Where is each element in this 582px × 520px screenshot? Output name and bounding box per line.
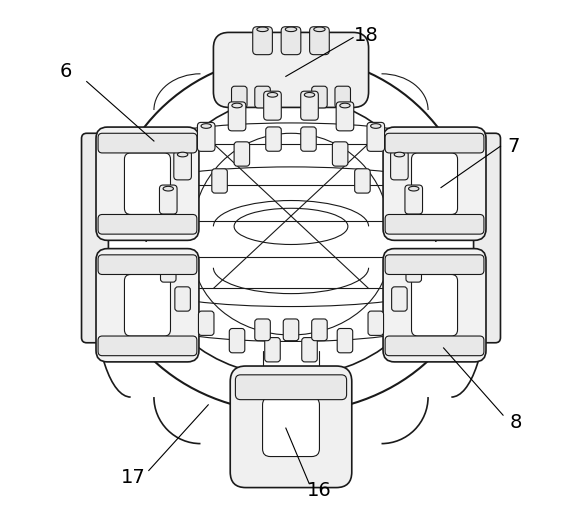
FancyBboxPatch shape	[354, 169, 370, 193]
Text: 17: 17	[121, 467, 146, 487]
FancyBboxPatch shape	[335, 86, 350, 108]
FancyBboxPatch shape	[234, 142, 250, 166]
FancyBboxPatch shape	[212, 169, 228, 193]
FancyBboxPatch shape	[98, 214, 197, 234]
FancyBboxPatch shape	[312, 86, 327, 108]
Ellipse shape	[178, 152, 188, 157]
Text: 16: 16	[307, 480, 332, 500]
Text: 8: 8	[510, 413, 522, 433]
FancyBboxPatch shape	[392, 287, 407, 311]
FancyBboxPatch shape	[255, 319, 270, 341]
FancyBboxPatch shape	[265, 337, 281, 362]
FancyBboxPatch shape	[198, 311, 214, 335]
FancyBboxPatch shape	[253, 27, 272, 55]
FancyBboxPatch shape	[301, 127, 316, 151]
Ellipse shape	[201, 124, 211, 128]
Ellipse shape	[232, 103, 242, 108]
Ellipse shape	[340, 103, 350, 108]
FancyBboxPatch shape	[385, 133, 484, 153]
Ellipse shape	[257, 27, 268, 32]
Ellipse shape	[409, 186, 419, 191]
FancyBboxPatch shape	[232, 86, 247, 108]
FancyBboxPatch shape	[125, 153, 171, 214]
FancyBboxPatch shape	[411, 153, 457, 214]
FancyBboxPatch shape	[175, 287, 190, 311]
FancyBboxPatch shape	[229, 329, 245, 353]
FancyBboxPatch shape	[159, 185, 177, 214]
FancyBboxPatch shape	[368, 311, 384, 335]
Text: 7: 7	[508, 137, 520, 155]
Ellipse shape	[267, 93, 278, 97]
Ellipse shape	[285, 27, 297, 32]
FancyBboxPatch shape	[161, 258, 176, 282]
Ellipse shape	[163, 186, 173, 191]
FancyBboxPatch shape	[391, 151, 408, 180]
FancyBboxPatch shape	[228, 102, 246, 131]
FancyBboxPatch shape	[235, 375, 347, 400]
FancyBboxPatch shape	[98, 336, 197, 356]
Text: 18: 18	[354, 25, 378, 45]
FancyBboxPatch shape	[214, 32, 368, 108]
FancyBboxPatch shape	[385, 214, 484, 234]
FancyBboxPatch shape	[411, 275, 457, 336]
Ellipse shape	[314, 27, 325, 32]
FancyBboxPatch shape	[255, 86, 270, 108]
FancyBboxPatch shape	[125, 275, 171, 336]
FancyBboxPatch shape	[301, 337, 317, 362]
FancyBboxPatch shape	[332, 142, 348, 166]
FancyBboxPatch shape	[98, 133, 197, 153]
FancyBboxPatch shape	[283, 319, 299, 341]
FancyBboxPatch shape	[383, 127, 486, 240]
FancyBboxPatch shape	[197, 122, 215, 151]
Ellipse shape	[371, 124, 381, 128]
FancyBboxPatch shape	[337, 329, 353, 353]
FancyBboxPatch shape	[81, 133, 108, 343]
FancyBboxPatch shape	[383, 249, 486, 362]
FancyBboxPatch shape	[367, 122, 385, 151]
Text: 6: 6	[60, 62, 72, 81]
FancyBboxPatch shape	[266, 127, 281, 151]
FancyBboxPatch shape	[406, 258, 421, 282]
FancyBboxPatch shape	[281, 27, 301, 55]
FancyBboxPatch shape	[405, 185, 423, 214]
FancyBboxPatch shape	[262, 397, 320, 457]
FancyBboxPatch shape	[312, 319, 327, 341]
FancyBboxPatch shape	[336, 102, 354, 131]
FancyBboxPatch shape	[310, 27, 329, 55]
Ellipse shape	[304, 93, 315, 97]
FancyBboxPatch shape	[301, 91, 318, 120]
FancyBboxPatch shape	[174, 151, 191, 180]
FancyBboxPatch shape	[264, 91, 281, 120]
FancyBboxPatch shape	[230, 366, 352, 488]
FancyBboxPatch shape	[96, 249, 199, 362]
FancyBboxPatch shape	[96, 127, 199, 240]
FancyBboxPatch shape	[385, 255, 484, 275]
Ellipse shape	[394, 152, 404, 157]
FancyBboxPatch shape	[474, 133, 501, 343]
FancyBboxPatch shape	[98, 255, 197, 275]
FancyBboxPatch shape	[385, 336, 484, 356]
